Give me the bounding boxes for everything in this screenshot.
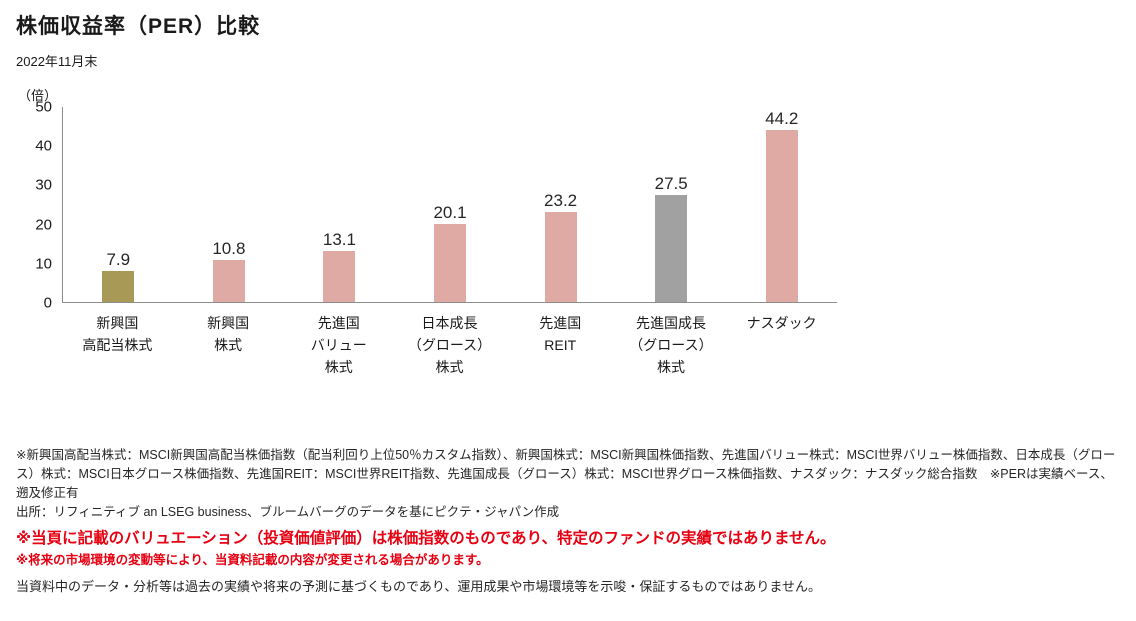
y-tick-label: 10 [35, 255, 52, 273]
bar [765, 129, 798, 302]
bar-value-label: 27.5 [654, 173, 688, 193]
disclaimer-text: 当資料中のデータ・分析等は過去の実績や将来の予測に基づくものであり、運用成果や市… [16, 579, 821, 594]
bar-value-label: 13.1 [322, 229, 356, 249]
bar-value-label: 10.8 [212, 238, 246, 258]
category-label: 先進国 バリュー 株式 [310, 315, 367, 375]
bar [102, 271, 135, 302]
change-warning-text: ※将来の市場環境の変動等により、当資料記載の内容が変更される場合があります。 [16, 553, 489, 567]
y-tick-label: 50 [35, 98, 52, 116]
bar-group: 7.9 [63, 107, 174, 302]
category-label: 新興国 株式 [207, 315, 250, 353]
category-label: 先進国成長 （グロース） 株式 [629, 315, 713, 375]
y-tick-label: 30 [35, 176, 52, 194]
y-tick-label: 20 [35, 216, 52, 234]
bar-group: 10.8 [174, 107, 285, 302]
footnotes: ※新興国高配当株式：MSCI新興国高配当株価指数（配当利回り上位50％カスタム指… [16, 446, 1120, 596]
category-label: ナスダック [746, 315, 817, 331]
chart-plot-wrap: 0 10 20 30 40 50 7.9 10.8 13.1 20.1 23.2 27.5 44.2 [16, 100, 1120, 311]
bar-group: 13.1 [284, 107, 395, 302]
bar-value-label: 44.2 [765, 108, 799, 128]
category-label: 新興国 高配当株式 [82, 315, 153, 353]
bar [655, 194, 688, 302]
bar-value-label: 7.9 [106, 250, 131, 270]
bar-value-label: 23.2 [544, 190, 578, 210]
source-note: 出所：リフィニティブ an LSEG business、ブルームバーグのデータを… [16, 505, 560, 519]
bar-group: 23.2 [505, 107, 616, 302]
bar [544, 211, 577, 302]
page-title: 株価収益率（PER）比較 [16, 15, 261, 38]
per-bar-chart: 0 10 20 30 40 50 7.9 10.8 13.1 20.1 23.2 27.5 44.2 … [16, 100, 1120, 378]
bar-group: 44.2 [726, 107, 837, 302]
y-axis: 0 10 20 30 40 50 [16, 100, 62, 311]
as-of-date: 2022年11月末 [16, 54, 98, 69]
bar-group: 20.1 [395, 107, 506, 302]
bar-value-label: 20.1 [433, 202, 467, 222]
x-axis-category-labels: 新興国 高配当株式 新興国 株式 先進国 バリュー 株式 日本成長 （グロース） 株式… [62, 303, 837, 378]
category-label: 日本成長 （グロース） 株式 [407, 315, 492, 375]
y-tick-label: 40 [35, 137, 52, 155]
bar-group: 27.5 [616, 107, 727, 302]
bar [212, 259, 245, 302]
plot-area: 7.9 10.8 13.1 20.1 23.2 27.5 44.2 [62, 107, 837, 303]
bar [434, 223, 467, 302]
category-label: 先進国 REIT [539, 315, 582, 353]
y-tick-label: 0 [43, 294, 52, 312]
valuation-warning-text: ※当頁に記載のバリュエーション（投資価値評価）は株価指数のものであり、特定のファ… [16, 530, 836, 547]
y-axis-unit-label: （倍） [18, 88, 58, 103]
index-definitions-note: ※新興国高配当株式：MSCI新興国高配当株価指数（配当利回り上位50％カスタム指… [16, 448, 1116, 500]
bar [323, 250, 356, 302]
page: 株価収益率（PER）比較 2022年11月末 （倍） 0 10 20 30 40 50 7… [16, 15, 1120, 596]
